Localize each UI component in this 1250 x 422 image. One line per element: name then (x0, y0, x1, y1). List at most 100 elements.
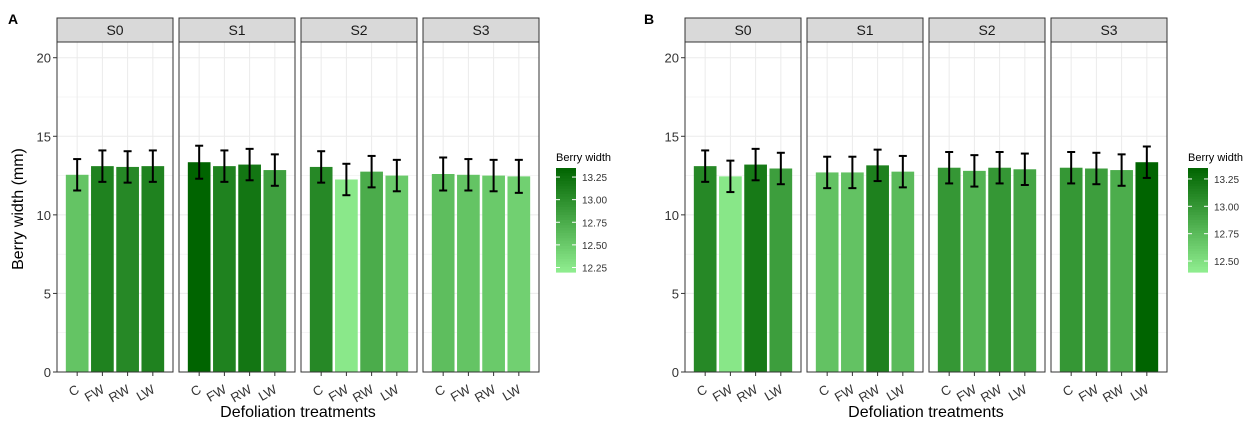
panel-a-bar (187, 162, 211, 372)
panel-b-legend-colorbar-segment (1188, 225, 1208, 229)
panel-a-legend-colorbar-segment (556, 191, 576, 195)
panel-b-x-tick-label: RW (856, 381, 883, 405)
panel-a-legend-label: 12.25 (582, 263, 607, 274)
panel-a-legend-colorbar-segment (556, 173, 576, 177)
panel-b-x-tick-label: FW (954, 381, 980, 404)
panel-b-y-tick-label: 10 (665, 208, 679, 223)
panel-a-legend-colorbar-segment (556, 238, 576, 242)
panel-a-legend-colorbar-segment (556, 230, 576, 234)
panel-b-legend-colorbar-segment (1188, 194, 1208, 198)
panel-b-legend-colorbar-segment (1188, 217, 1208, 221)
panel-b-y-tick-label: 5 (672, 286, 679, 301)
panel-a-legend-colorbar-segment (556, 196, 576, 200)
panel-b-legend-colorbar-segment (1188, 201, 1208, 205)
panel-a-legend-colorbar-segment (556, 220, 576, 224)
panel-b-legend-colorbar-segment (1188, 269, 1208, 273)
panel-b-y-tick-label: 20 (665, 51, 679, 66)
panel-a-legend-colorbar-segment (556, 168, 576, 172)
panel-b-x-tick-label: LW (1006, 381, 1030, 404)
panel-a-legend-colorbar-segment (556, 204, 576, 208)
panel-a-legend-colorbar-segment (556, 243, 576, 247)
panel-b-facet-strip-label: S0 (734, 22, 751, 38)
panel-a-legend-colorbar-segment (556, 217, 576, 221)
panel-b-x-tick-label: FW (710, 381, 736, 404)
panel-a-x-tick-label: C (66, 382, 82, 400)
panel-a-bar (141, 166, 165, 372)
panel-b-legend-label: 13.25 (1214, 175, 1239, 186)
panel-a-legend-colorbar-segment (556, 170, 576, 174)
panel-b-bar (719, 176, 742, 372)
panel-a-legend-colorbar-segment (556, 178, 576, 182)
panel-a-x-tick-label: C (188, 382, 204, 400)
panel-b-facet-border (806, 41, 924, 373)
panel-a-legend-colorbar-segment (556, 251, 576, 255)
panel-a-legend-colorbar-segment (556, 183, 576, 187)
panel-b-tag: B (644, 11, 654, 27)
panel-b-bar (1135, 162, 1159, 372)
panel-a-x-tick-label: RW (228, 381, 255, 405)
panel-b-facet-strip (806, 17, 924, 43)
panel-a-bar (335, 179, 358, 372)
panel-b-legend-colorbar-segment (1188, 227, 1208, 231)
panel-a-legend-colorbar-segment (556, 199, 576, 203)
panel-b-legend-colorbar-segment (1188, 181, 1208, 185)
panel-b-x-tick-label: LW (1128, 381, 1152, 404)
panel-b-legend-colorbar-segment (1188, 264, 1208, 268)
panel-a-bar (91, 166, 114, 372)
panel-a-legend-colorbar-segment (556, 256, 576, 260)
panel-b-legend-colorbar-segment (1188, 214, 1208, 218)
panel-a-legend-colorbar-segment (556, 194, 576, 198)
panel-b-legend-label: 13.00 (1214, 202, 1239, 213)
panel-b-bar (963, 170, 986, 372)
panel-b-facet-border (928, 41, 1046, 373)
panel-a-bar (65, 174, 89, 372)
panel-a-legend-label: 12.50 (582, 241, 607, 252)
panel-a-facet-strip-label: S3 (472, 22, 489, 38)
panel-b-legend-colorbar-segment (1188, 233, 1208, 237)
panel-b-legend-colorbar-segment (1188, 191, 1208, 195)
panel-b-y-tick-label: 15 (665, 129, 679, 144)
panel-a-legend-label: 13.25 (582, 173, 607, 184)
panel-a-x-tick-label: LW (134, 381, 158, 404)
panel-b-legend-colorbar-segment (1188, 199, 1208, 203)
panel-a-legend-colorbar-segment (556, 188, 576, 192)
panel-a-legend-title: Berry width (556, 152, 611, 164)
panel-a-y-tick-label: 10 (37, 208, 51, 223)
panel-a-x-tick-label: RW (350, 381, 377, 405)
panel-b-bar (866, 165, 889, 372)
panel-a-x-tick-label: RW (106, 381, 133, 405)
panel-a-legend-colorbar-segment (556, 225, 576, 229)
panel-a-facet-strip-label: S2 (350, 22, 367, 38)
panel-b-x-tick-label: RW (734, 381, 761, 405)
panel-a-bar (507, 176, 531, 372)
panel-a-y-axis-title: Berry width (mm) (10, 148, 27, 270)
panel-b-bar (1085, 168, 1108, 372)
panel-a-legend-colorbar-segment (556, 181, 576, 185)
panel-b-x-tick-label: LW (884, 381, 908, 404)
panel-a-legend-colorbar-segment (556, 246, 576, 250)
panel-a-bar (360, 171, 383, 372)
panel-a-facet-border (300, 41, 418, 373)
panel-b-x-tick-label: C (1060, 382, 1076, 400)
panel-b-x-tick-label: RW (978, 381, 1005, 405)
panel-a-legend-colorbar-segment (556, 259, 576, 263)
panel-a-x-tick-label: C (432, 382, 448, 400)
panel-a-x-tick-label: LW (500, 381, 524, 404)
panel-a-legend-colorbar-segment (556, 227, 576, 231)
panel-a-legend-colorbar-segment (556, 240, 576, 244)
panel-a-legend-colorbar-segment (556, 207, 576, 211)
panel-a-x-tick-label: FW (204, 381, 230, 404)
panel-b-legend-colorbar-segment (1188, 238, 1208, 242)
panel-b-legend-colorbar-segment (1188, 209, 1208, 213)
panel-a-facet-strip (422, 17, 540, 43)
panel-a-facet-strip (56, 17, 174, 43)
panel-a-tag: A (8, 11, 18, 27)
panel-a-x-tick-label: FW (448, 381, 474, 404)
panel-a-legend-colorbar-segment (556, 233, 576, 237)
panel-b-bar (891, 171, 915, 372)
panel-b-legend-label: 12.75 (1214, 230, 1239, 241)
panel-b-legend-colorbar-segment (1188, 175, 1208, 179)
panel-b-legend-colorbar-segment (1188, 173, 1208, 177)
panel-a-x-tick-label: FW (82, 381, 108, 404)
panel-b-legend-colorbar-segment (1188, 168, 1208, 172)
